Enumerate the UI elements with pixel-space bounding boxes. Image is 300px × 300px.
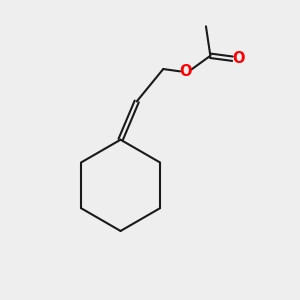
Text: O: O <box>232 51 244 66</box>
Text: O: O <box>179 64 192 80</box>
